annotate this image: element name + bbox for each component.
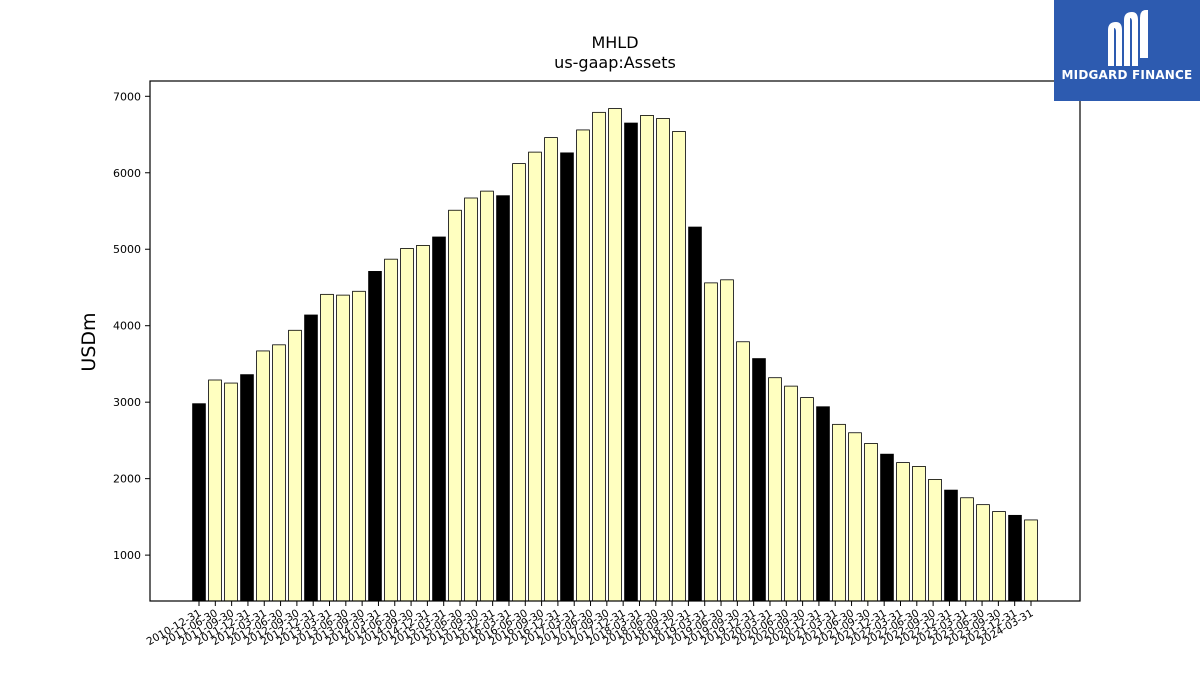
bar-2012-06-30 — [288, 329, 302, 602]
bar-2022-09-30 — [944, 489, 958, 602]
bar-2011-06-30 — [224, 382, 238, 602]
midgard-finance-logo: MIDGARD FINANCE — [1054, 0, 1200, 101]
y-tick-label: 7000 — [113, 90, 141, 103]
bar-2015-09-30 — [496, 195, 510, 602]
bar-2017-09-30 — [624, 122, 638, 602]
bar-2011-09-30 — [240, 374, 254, 602]
logo-mark-icon — [1108, 10, 1148, 66]
bar-2013-09-30 — [368, 271, 382, 602]
bar-2015-03-31 — [464, 197, 478, 602]
bar-2019-12-31 — [768, 377, 782, 602]
plot-frame — [149, 80, 1081, 602]
bar-2021-06-30 — [864, 443, 878, 602]
bar-2018-06-30 — [672, 131, 686, 602]
bar-2020-03-31 — [784, 385, 798, 602]
bar-2014-06-30 — [416, 245, 430, 602]
bar-2017-12-31 — [640, 115, 654, 602]
y-tick-label: 3000 — [113, 396, 141, 409]
bar-2010-12-31 — [192, 403, 206, 602]
chart-title: MHLD — [591, 33, 638, 52]
bar-2018-03-31 — [656, 118, 670, 602]
y-tick-label: 6000 — [113, 167, 141, 180]
bar-2023-12-31 — [1024, 519, 1038, 602]
bars-group — [192, 108, 1038, 602]
bar-2016-12-31 — [576, 129, 590, 602]
bar-2017-06-30 — [608, 108, 622, 602]
bar-2023-03-31 — [976, 504, 990, 602]
bar-2021-03-31 — [848, 432, 862, 602]
bar-2020-09-30 — [816, 406, 830, 602]
bar-2014-12-31 — [448, 209, 462, 602]
bar-2014-03-31 — [400, 248, 414, 602]
bar-2019-03-31 — [720, 279, 734, 602]
bar-2016-03-31 — [528, 151, 542, 602]
y-tick-label: 2000 — [113, 473, 141, 486]
bar-2021-09-30 — [880, 453, 894, 602]
bar-2022-06-30 — [928, 479, 942, 602]
bar-2021-12-31 — [896, 462, 910, 602]
x-axis-ticks: 2010-12-312011-06-302011-09-302011-12-31… — [145, 601, 1036, 648]
y-axis-label: USDm — [78, 312, 100, 371]
bar-2013-03-31 — [336, 294, 350, 602]
bar-2012-03-31 — [272, 344, 286, 602]
bar-2015-06-30 — [480, 190, 494, 602]
y-tick-label: 1000 — [113, 549, 141, 562]
bar-2011-12-31 — [256, 350, 270, 602]
bar-2014-09-30 — [432, 236, 446, 602]
bar-2013-12-31 — [384, 258, 398, 602]
bar-2022-03-31 — [912, 466, 926, 602]
bar-2016-06-30 — [544, 137, 558, 602]
y-tick-label: 4000 — [113, 320, 141, 333]
y-tick-label: 5000 — [113, 243, 141, 256]
bar-2012-12-31 — [320, 293, 334, 602]
bar-2020-06-30 — [800, 397, 814, 602]
bar-2011-03-31 — [208, 379, 222, 602]
chart-subtitle: us-gaap:Assets — [554, 53, 676, 72]
bar-2016-09-30 — [560, 152, 574, 602]
bar-2023-09-30 — [1008, 514, 1022, 602]
y-axis-ticks: 1000 2000 3000 4000 5000 6000 7000 — [113, 90, 150, 562]
bar-2012-09-30 — [304, 314, 318, 602]
bar-2019-09-30 — [752, 358, 766, 602]
bar-2020-12-31 — [832, 423, 846, 602]
bar-2023-06-30 — [992, 511, 1006, 602]
bar-2015-12-31 — [512, 163, 526, 602]
bar-2018-12-31 — [704, 282, 718, 602]
logo-text: MIDGARD FINANCE — [1061, 68, 1193, 82]
bar-2019-06-30 — [736, 341, 750, 602]
bar-2018-09-30 — [688, 226, 702, 602]
bar-2017-03-31 — [592, 111, 606, 602]
bar-2013-06-30 — [352, 290, 366, 602]
bar-2022-12-31 — [960, 497, 974, 602]
